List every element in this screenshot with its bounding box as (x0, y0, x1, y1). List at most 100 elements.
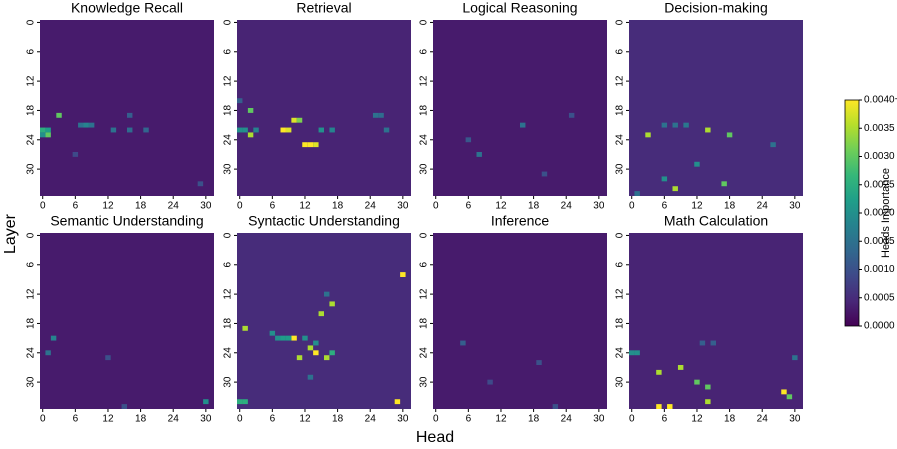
y-tick-label: 12 (223, 288, 234, 300)
heatmap-cell (400, 272, 406, 277)
y-tick-label: 24 (223, 347, 234, 359)
x-tick-label: 24 (561, 414, 573, 425)
x-tick-label: 0 (40, 414, 46, 425)
x-tick-label: 6 (466, 414, 472, 425)
x-tick-label: 0 (237, 201, 243, 212)
heatmap-background (433, 20, 607, 196)
heatmap-background (237, 233, 411, 409)
heatmap-cell (253, 127, 259, 133)
heatmap-cell (280, 127, 286, 133)
heatmap-cell (313, 350, 319, 356)
y-tick-label: 24 (419, 347, 430, 359)
heatmap-cell (329, 350, 335, 356)
y-tick-label: 24 (26, 347, 37, 359)
x-tick-label: 24 (365, 414, 377, 425)
x-tick-label: 6 (270, 414, 276, 425)
heatmap-cell (487, 379, 493, 385)
heatmap-cell (280, 335, 286, 341)
heatmap-cell (285, 335, 292, 341)
heatmap-cell (291, 117, 297, 123)
colorbar (844, 99, 860, 327)
x-tick-label: 6 (73, 414, 79, 425)
heatmap-cell (127, 112, 133, 118)
y-tick-label: 30 (223, 163, 234, 175)
y-tick-label: 24 (26, 134, 37, 146)
heatmap-cell (329, 127, 335, 133)
x-tick-label: 18 (724, 201, 736, 212)
colorbar-tick-label: 0.0035 (864, 123, 895, 134)
y-tick-label: 18 (223, 317, 234, 329)
heatmap-cell (307, 374, 314, 380)
x-tick-label: 18 (528, 414, 540, 425)
x-tick-label: 24 (168, 201, 180, 212)
heatmap-cell (318, 311, 324, 317)
heatmap-cell (394, 399, 401, 405)
heatmap-cell (383, 127, 390, 133)
y-tick-label: 24 (615, 347, 626, 359)
heatmap-background (629, 233, 803, 409)
heatmap-cell (307, 142, 314, 148)
heatmap-cell (770, 142, 776, 148)
panel-title: Knowledge Recall (71, 0, 183, 16)
y-tick-label: 6 (615, 49, 626, 55)
x-tick-label: 0 (629, 201, 635, 212)
y-tick-label: 30 (419, 376, 430, 388)
heatmap-background (629, 20, 803, 196)
y-tick-label: 18 (26, 317, 37, 329)
heatmap-cell (476, 152, 482, 157)
y-tick-label: 0 (26, 19, 37, 25)
heatmap-cell (143, 127, 149, 133)
heatmap-cell (40, 127, 46, 133)
x-tick-label: 24 (757, 414, 769, 425)
y-tick-label: 30 (615, 376, 626, 388)
heatmap-background (40, 20, 214, 196)
heatmap-cell (83, 122, 89, 128)
y-tick-label: 6 (419, 49, 430, 55)
x-tick-label: 12 (691, 201, 703, 212)
y-tick-label: 0 (223, 232, 234, 238)
x-tick-label: 30 (789, 414, 801, 425)
y-tick-label: 12 (419, 75, 430, 87)
panel-title: Inference (491, 213, 550, 229)
x-tick-label: 0 (237, 414, 243, 425)
colorbar-tick-label: 0.0025 (864, 179, 895, 190)
x-tick-label: 30 (593, 201, 605, 212)
heatmap-background (237, 20, 411, 196)
heatmap-cell (520, 122, 526, 128)
heatmap-cell (313, 142, 319, 148)
heatmap-cell (536, 360, 542, 365)
x-tick-label: 30 (397, 201, 409, 212)
colorbar-tick-label: 0.0010 (864, 264, 895, 275)
heatmap-cell (792, 355, 798, 361)
heatmap-cell (656, 404, 662, 409)
x-tick-label: 12 (495, 414, 507, 425)
heatmap-cell (324, 355, 330, 361)
y-tick-label: 30 (26, 163, 37, 175)
heatmap-cell (318, 127, 324, 133)
y-tick-label: 30 (419, 163, 430, 175)
heatmap-cell (372, 112, 379, 118)
y-tick-label: 6 (26, 49, 37, 55)
heatmap-cell (121, 404, 127, 409)
heatmap-cell (242, 399, 248, 405)
x-tick-label: 12 (102, 201, 114, 212)
colorbar-tick-label: 0.0005 (864, 292, 895, 303)
y-tick-label: 0 (419, 19, 430, 25)
heatmap-cell (45, 350, 51, 356)
heatmap-cell (781, 389, 787, 395)
heatmap-cell (705, 384, 711, 390)
heatmap-cell (307, 345, 314, 351)
panel-title: Logical Reasoning (462, 0, 577, 16)
heatmap-cell (656, 369, 662, 375)
y-tick-label: 6 (26, 262, 37, 268)
heatmap-cell (705, 399, 711, 405)
heatmap-cell (127, 127, 133, 133)
heatmap-cell (661, 122, 668, 128)
x-tick-label: 30 (200, 414, 212, 425)
panel-title: Decision-making (664, 0, 767, 16)
heatmap-cell (296, 117, 303, 123)
y-tick-label: 12 (26, 75, 37, 87)
y-tick-label: 30 (223, 376, 234, 388)
heatmap-cell (56, 112, 62, 118)
y-tick-label: 12 (419, 288, 430, 300)
